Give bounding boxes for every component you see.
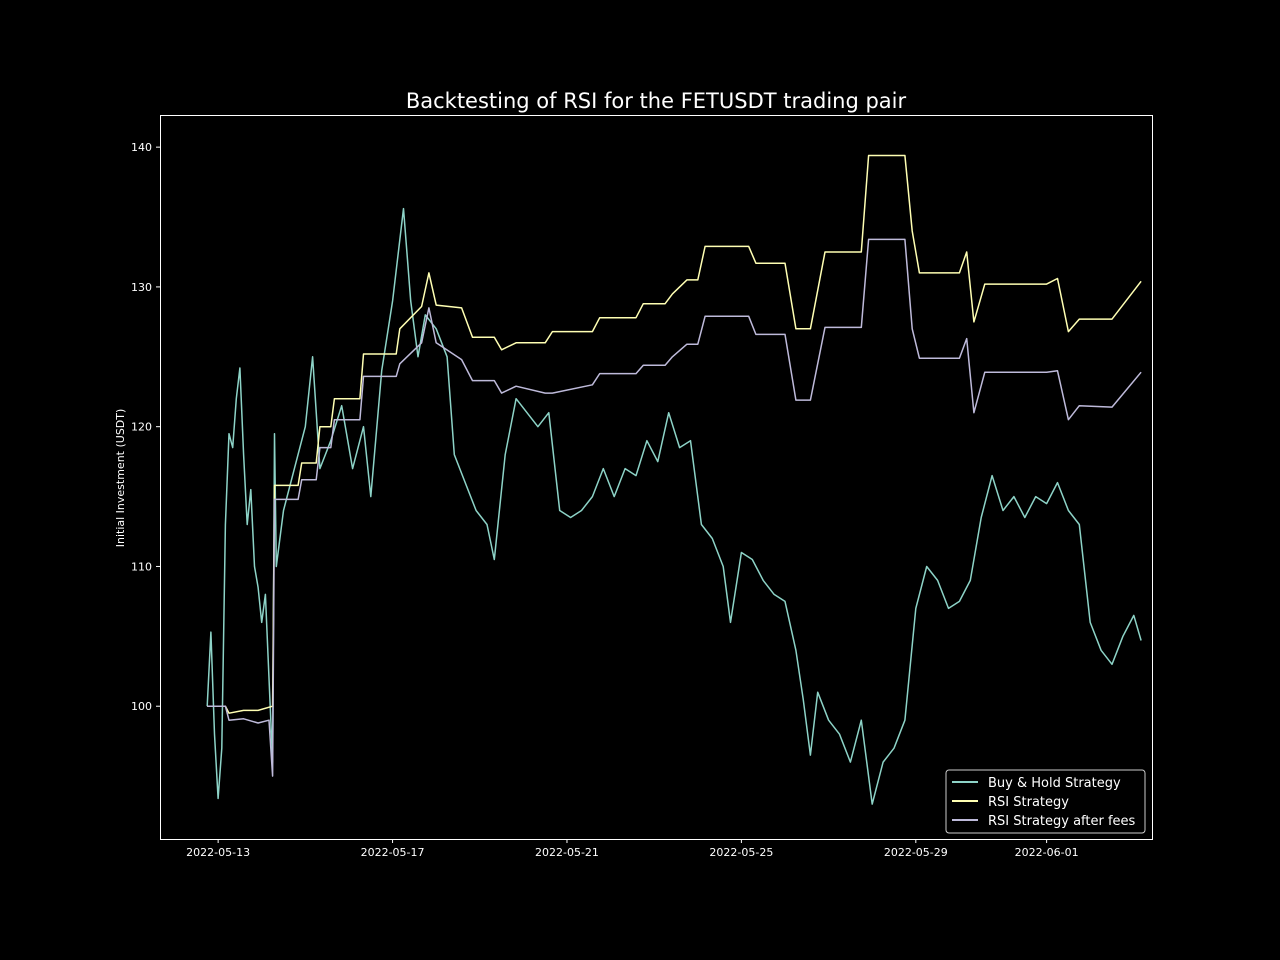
series-line-2 [207,154,1142,714]
y-tick-label: 110 [131,560,152,573]
x-axis: 2022-05-13 2022-05-17 2022-05-21 2022-05-25… [186,839,1079,859]
legend-label-2: RSI Strategy [988,795,1069,810]
y-tick-label: 100 [131,700,152,713]
series-line-3 [207,238,1142,777]
x-tick-label: 2022-05-17 [361,846,425,859]
legend-label-3: RSI Strategy after fees [988,814,1136,829]
x-tick-label: 2022-05-25 [709,846,773,859]
y-axis: 100 110 120 130 140 [131,141,160,713]
y-tick-label: 130 [131,281,152,294]
legend: Buy & Hold Strategy RSI Strategy RSI Strat… [945,769,1146,834]
y-tick-label: 120 [131,421,152,434]
chart-title: Backtesting of RSI for the FETUSDT tradi… [406,89,907,113]
plot-frame [160,115,1153,840]
x-tick-label: 2022-06-01 [1015,846,1079,859]
legend-box [945,769,1146,834]
x-tick-label: 2022-05-13 [186,846,250,859]
legend-label-1: Buy & Hold Strategy [988,776,1121,791]
y-axis-label: Initial Investment (USDT) [114,409,127,548]
y-tick-label: 140 [131,141,152,154]
x-tick-label: 2022-05-29 [884,846,948,859]
x-tick-label: 2022-05-21 [535,846,599,859]
series-layer [206,154,1142,805]
